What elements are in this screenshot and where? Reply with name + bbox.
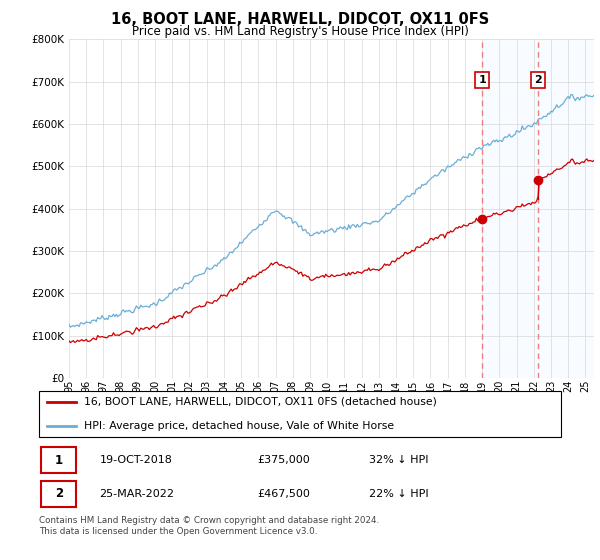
FancyBboxPatch shape — [41, 447, 76, 473]
Bar — [482, 39, 594, 378]
Text: Price paid vs. HM Land Registry's House Price Index (HPI): Price paid vs. HM Land Registry's House … — [131, 25, 469, 38]
FancyBboxPatch shape — [41, 481, 76, 507]
Text: 2: 2 — [534, 75, 542, 85]
Text: £375,000: £375,000 — [258, 455, 311, 465]
Text: 32% ↓ HPI: 32% ↓ HPI — [368, 455, 428, 465]
FancyBboxPatch shape — [38, 391, 562, 437]
Text: 16, BOOT LANE, HARWELL, DIDCOT, OX11 0FS (detached house): 16, BOOT LANE, HARWELL, DIDCOT, OX11 0FS… — [83, 397, 436, 407]
Text: 25-MAR-2022: 25-MAR-2022 — [100, 489, 175, 499]
Text: 1: 1 — [55, 454, 63, 466]
Text: Contains HM Land Registry data © Crown copyright and database right 2024.
This d: Contains HM Land Registry data © Crown c… — [39, 516, 379, 536]
Text: 1: 1 — [478, 75, 486, 85]
Text: 22% ↓ HPI: 22% ↓ HPI — [368, 489, 428, 499]
Text: 19-OCT-2018: 19-OCT-2018 — [100, 455, 172, 465]
Text: HPI: Average price, detached house, Vale of White Horse: HPI: Average price, detached house, Vale… — [83, 421, 394, 431]
Text: 16, BOOT LANE, HARWELL, DIDCOT, OX11 0FS: 16, BOOT LANE, HARWELL, DIDCOT, OX11 0FS — [111, 12, 489, 27]
Text: 2: 2 — [55, 487, 63, 500]
Text: £467,500: £467,500 — [258, 489, 311, 499]
